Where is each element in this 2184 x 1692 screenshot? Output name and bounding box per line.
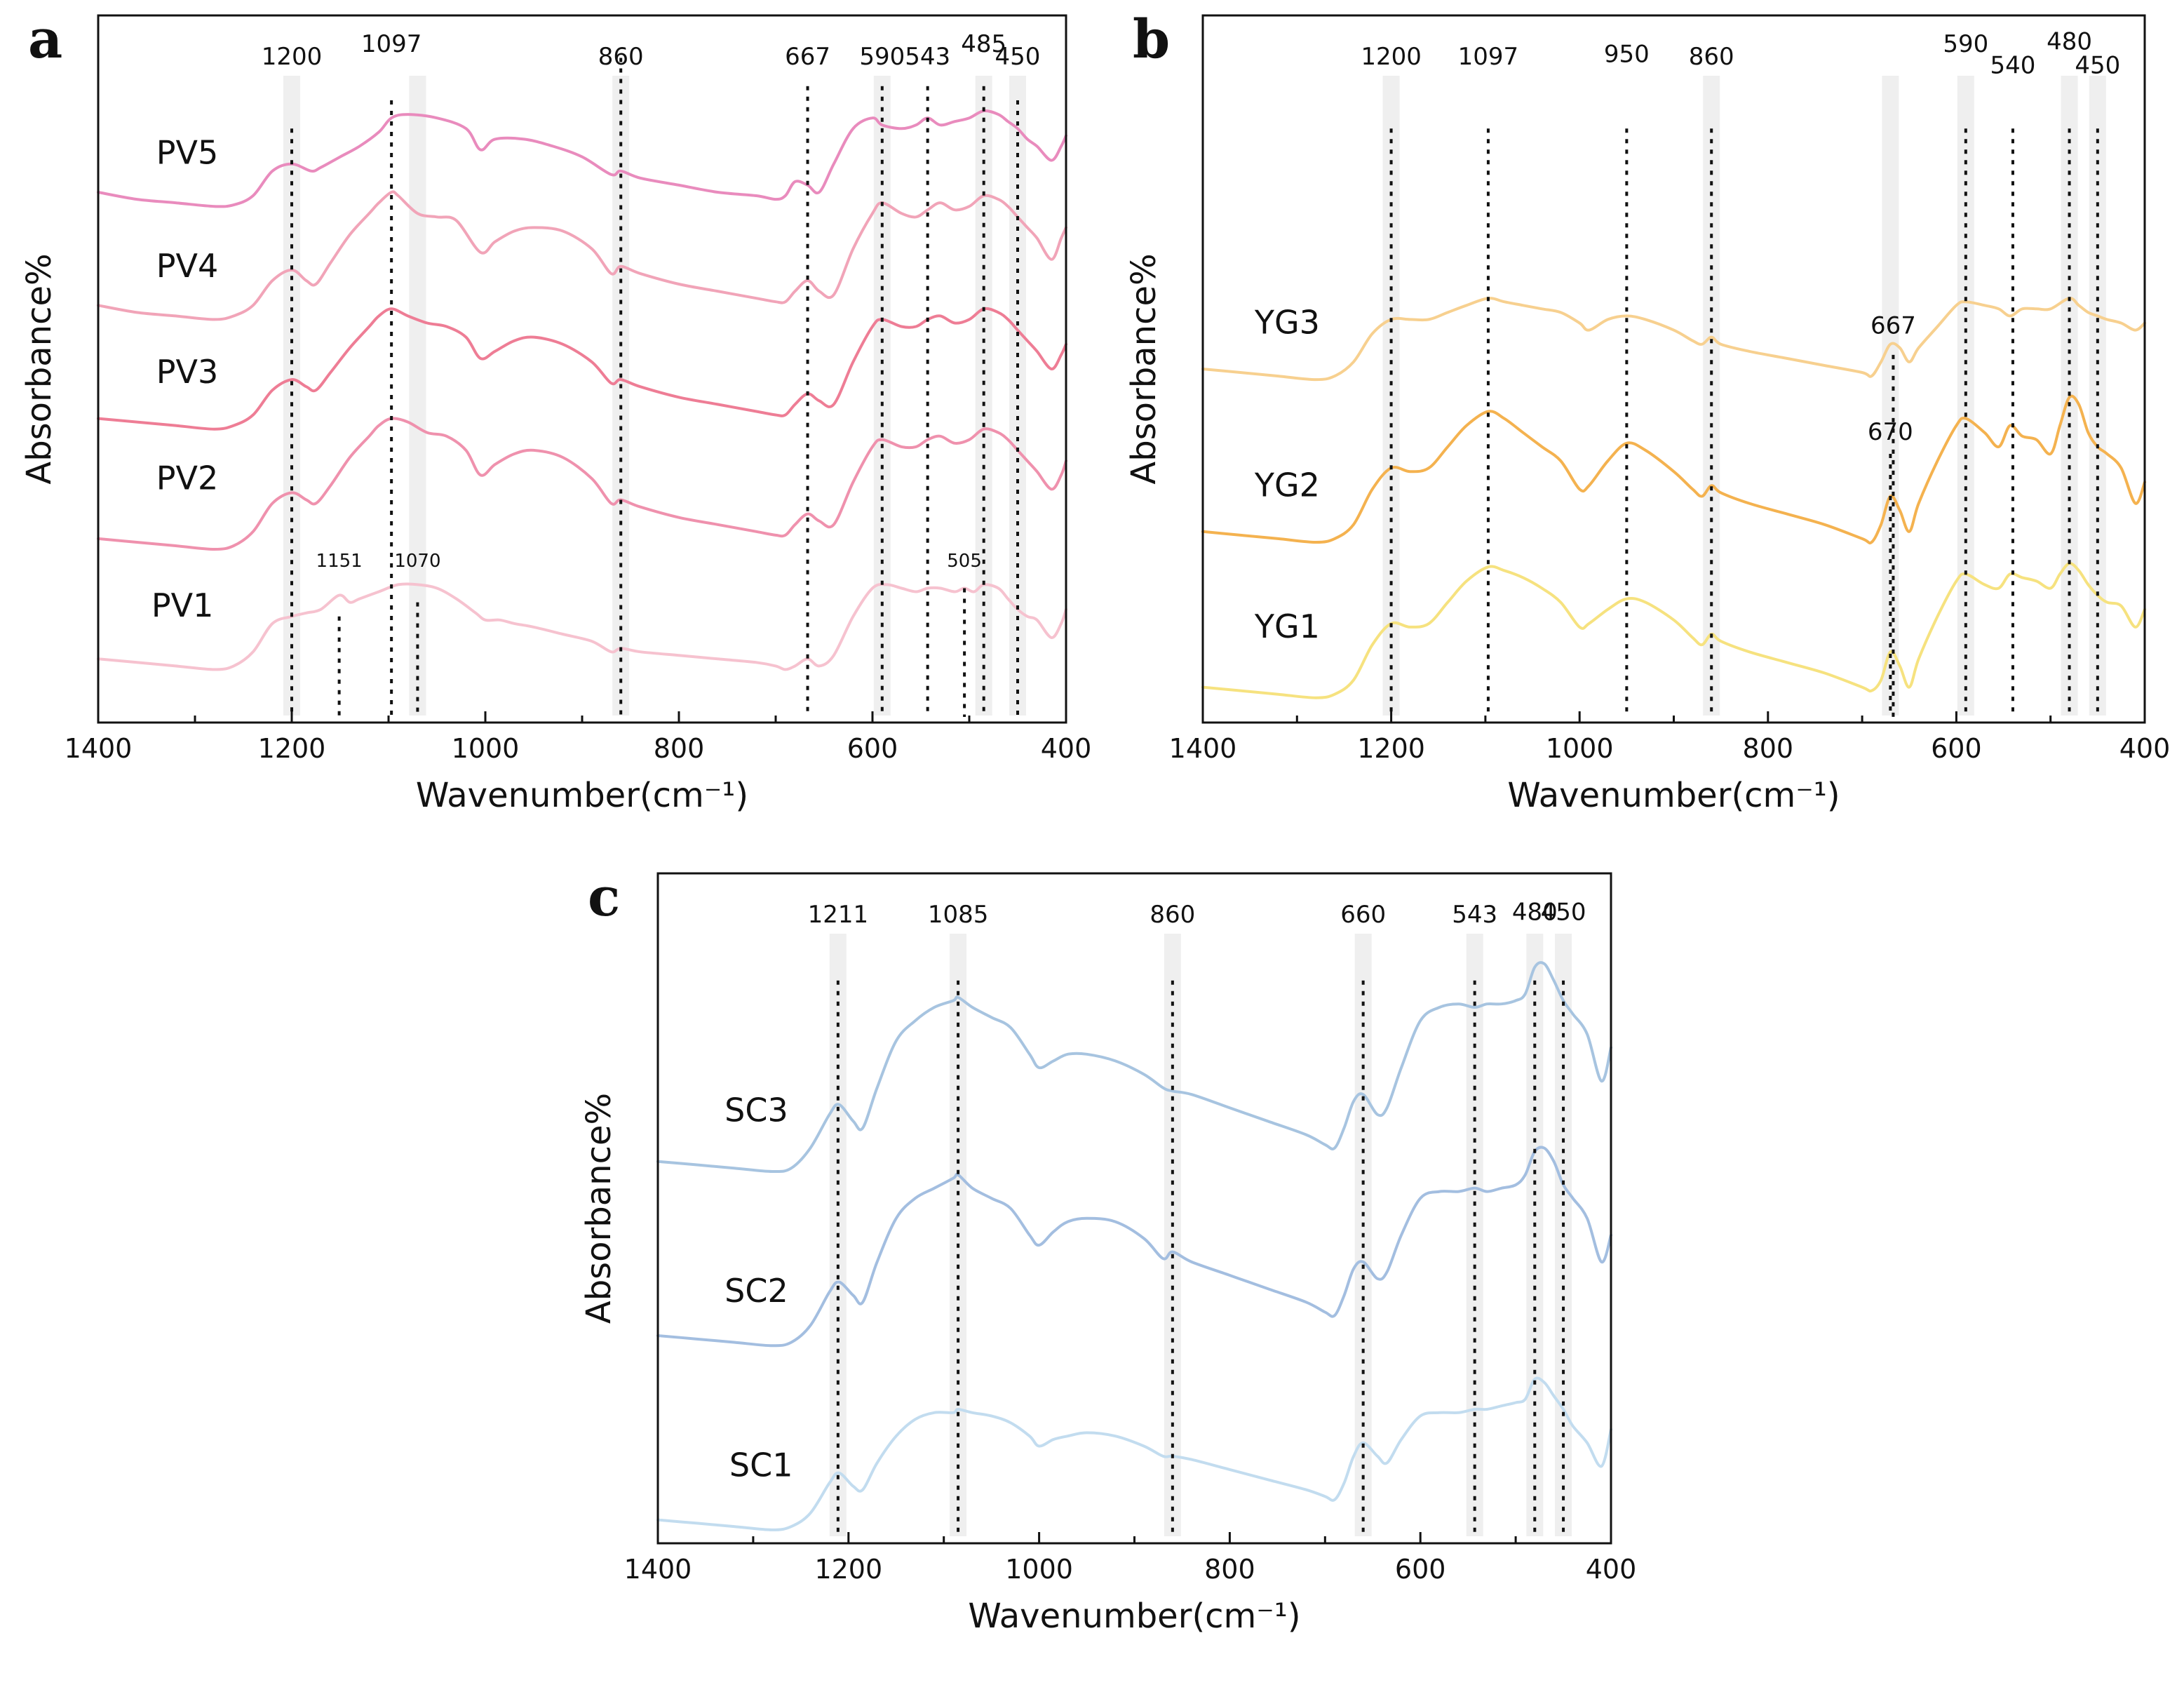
series-line-pv3 (97, 307, 1067, 431)
x-tick-label-1000: 1000 (1546, 733, 1614, 764)
peak-label-1151: 1151 (316, 551, 363, 572)
series-label-pv1: PV1 (151, 586, 213, 624)
peak-label-670: 670 (1868, 418, 1913, 446)
x-tick-label-1200: 1200 (1357, 733, 1425, 764)
y-axis-title: Absorbance% (1124, 253, 1164, 484)
x-tick-label-1400: 1400 (65, 733, 133, 764)
series-label-yg3: YG3 (1254, 304, 1320, 342)
peak-label-480: 480 (2047, 27, 2092, 55)
peak-label-860: 860 (1150, 901, 1195, 929)
peak-label-543: 543 (1452, 901, 1497, 929)
peak-label-590: 590 (1943, 30, 1988, 58)
series-line-pv2 (97, 417, 1067, 551)
peak-label-590: 590 (859, 43, 905, 71)
x-tick-label-800: 800 (1204, 1554, 1255, 1585)
x-tick-label-1200: 1200 (258, 733, 326, 764)
x-tick-label-1000: 1000 (452, 733, 520, 764)
peak-label-667: 667 (785, 43, 830, 71)
x-axis-title: Wavenumber(cm⁻¹) (968, 1597, 1300, 1636)
peak-label-1211: 1211 (808, 901, 869, 929)
series-line-yg1 (1201, 562, 2146, 699)
x-tick-label-800: 800 (654, 733, 705, 764)
x-axis-title: Wavenumber(cm⁻¹) (1507, 776, 1840, 815)
series-line-sc3 (656, 961, 1612, 1174)
peak-label-543: 543 (905, 43, 950, 71)
series-label-sc1: SC1 (729, 1446, 793, 1484)
peak-label-540: 540 (1990, 52, 2036, 80)
peak-label-950: 950 (1604, 40, 1650, 68)
series-line-pv5 (97, 109, 1067, 208)
x-tick-label-600: 600 (1931, 733, 1982, 764)
x-tick-label-1400: 1400 (624, 1554, 692, 1585)
peak-band-670 (1882, 76, 1899, 716)
y-axis-title: Absorbance% (20, 253, 59, 484)
y-axis-title: Absorbance% (579, 1093, 619, 1324)
peak-label-1070: 1070 (394, 551, 440, 572)
peak-label-1097: 1097 (1458, 43, 1519, 71)
series-label-yg2: YG2 (1254, 466, 1320, 504)
x-tick-label-1000: 1000 (1005, 1554, 1073, 1585)
x-axis-title: Wavenumber(cm⁻¹) (416, 776, 748, 815)
series-line-pv1 (97, 582, 1067, 671)
series-label-yg1: YG1 (1254, 607, 1320, 645)
peak-label-660: 660 (1340, 901, 1386, 929)
panel-letter: a (28, 8, 62, 70)
peak-label-667: 667 (1870, 312, 1916, 340)
panel-letter: c (588, 866, 620, 928)
series-label-pv3: PV3 (156, 353, 218, 391)
x-tick-label-600: 600 (847, 733, 898, 764)
series-label-sc3: SC3 (724, 1091, 788, 1129)
peak-label-1085: 1085 (928, 901, 989, 929)
peak-label-480: 480 (1512, 898, 1558, 926)
peak-label-1200: 1200 (262, 43, 323, 71)
peak-label-450: 450 (995, 43, 1041, 71)
peak-label-1200: 1200 (1361, 43, 1422, 71)
series-label-pv2: PV2 (156, 459, 218, 497)
peak-label-860: 860 (1689, 43, 1734, 71)
peak-label-450: 450 (1541, 898, 1586, 926)
series-label-pv4: PV4 (156, 247, 218, 285)
series-label-sc2: SC2 (724, 1272, 788, 1310)
x-tick-label-600: 600 (1395, 1554, 1446, 1585)
peak-label-860: 860 (598, 43, 644, 71)
series-line-sc2 (656, 1146, 1612, 1348)
panel-letter: b (1133, 8, 1170, 70)
peak-label-450: 450 (2075, 52, 2120, 80)
series-label-pv5: PV5 (156, 134, 218, 172)
x-tick-label-400: 400 (2119, 733, 2171, 764)
series-line-pv4 (97, 190, 1067, 321)
x-tick-label-1200: 1200 (814, 1554, 882, 1585)
peak-label-1097: 1097 (361, 30, 422, 58)
x-tick-label-400: 400 (1586, 1554, 1637, 1585)
series-line-yg2 (1201, 394, 2146, 545)
x-tick-label-1400: 1400 (1169, 733, 1237, 764)
x-tick-label-400: 400 (1041, 733, 1092, 764)
x-tick-label-800: 800 (1743, 733, 1794, 764)
series-line-yg3 (1201, 297, 2146, 382)
peak-band-1070 (409, 76, 426, 716)
peak-label-485: 485 (961, 30, 1006, 58)
series-line-sc1 (656, 1376, 1612, 1531)
peak-label-505: 505 (947, 551, 982, 572)
